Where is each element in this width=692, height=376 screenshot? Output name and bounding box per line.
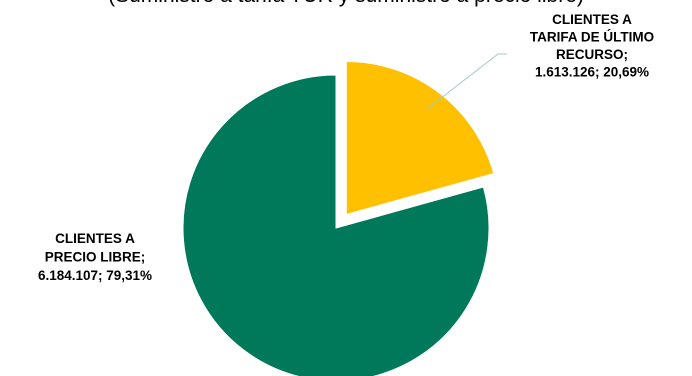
pie-slices [182, 60, 495, 376]
data-label-line: RECURSO; [556, 47, 628, 62]
pie-slice-tarifa-ultimo-recurso [345, 60, 495, 216]
pie-slice-precio-libre [182, 74, 490, 376]
data-labels: CLIENTES A TARIFA DE ÚLTIMO RECURSO; 1.613.… [38, 12, 654, 283]
data-label-line: TARIFA DE ÚLTIMO [530, 30, 654, 45]
data-label-line: 6.184.107; 79,31% [38, 268, 152, 283]
data-label-line: CLIENTES A [552, 12, 632, 27]
data-label-line: 1.613.126; 20,69% [535, 65, 649, 80]
data-label-line: PRECIO LIBRE; [45, 250, 146, 265]
chart-title: (Suministro a tarifa TUR y suministro a … [0, 0, 692, 8]
data-label-precio-libre: CLIENTES A PRECIO LIBRE; 6.184.107; 79,31% [38, 231, 152, 283]
data-label-line: CLIENTES A [55, 231, 135, 246]
leader-line-tarifa-ultimo-recurso [425, 53, 507, 111]
data-label-tarifa-ultimo-recurso: CLIENTES A TARIFA DE ÚLTIMO RECURSO; 1.613.… [530, 12, 654, 80]
leader-lines [425, 53, 507, 111]
